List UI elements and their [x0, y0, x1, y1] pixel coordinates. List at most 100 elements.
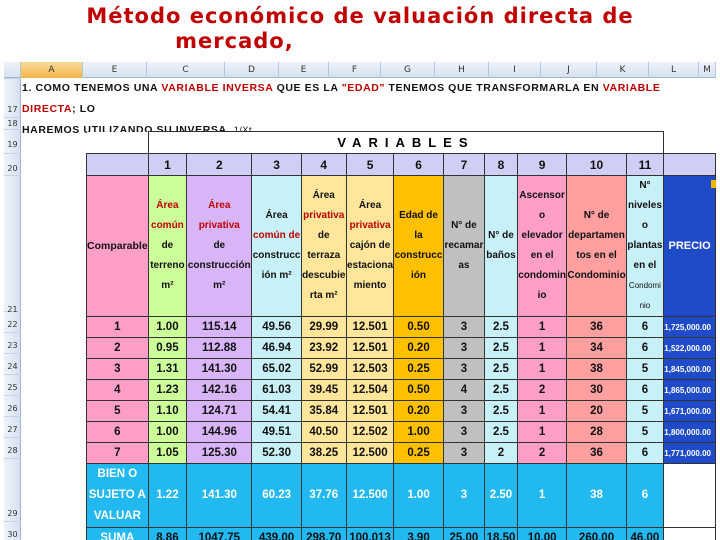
var-number[interactable]: 3 [251, 153, 302, 176]
var-number[interactable]: 6 [393, 153, 444, 176]
column-header[interactable]: I [489, 62, 541, 78]
cell-precio[interactable]: 1,845,000.00 [663, 358, 716, 380]
cell[interactable]: 49.56 [251, 316, 302, 338]
cell[interactable]: 3 [442, 442, 486, 464]
cell[interactable]: 54.41 [251, 400, 302, 422]
cell[interactable]: 2.5 [484, 358, 518, 380]
cell[interactable]: 1.22 [147, 463, 188, 528]
header-area-comun-construccion[interactable]: Área común de construcc ión m² [251, 175, 302, 317]
row-header[interactable]: 18 [4, 118, 21, 130]
variables-title[interactable]: VARIABLES [147, 131, 665, 154]
cell[interactable]: 1.31 [147, 358, 188, 380]
var-number[interactable]: 7 [442, 153, 486, 176]
row-header[interactable]: 30 [4, 522, 21, 540]
cell[interactable]: 18.50 [484, 527, 518, 540]
cell[interactable]: 1.23 [147, 379, 188, 401]
cell[interactable]: 141.30 [186, 463, 253, 528]
var-number[interactable]: 11 [625, 153, 665, 176]
cell[interactable]: 6 [625, 463, 665, 528]
cell[interactable]: 40.50 [300, 421, 347, 443]
cell[interactable]: 6 [625, 316, 665, 338]
cell[interactable]: 260.00 [566, 527, 627, 540]
row-header[interactable]: 26 [4, 396, 21, 417]
cell[interactable]: 12.501 [345, 400, 395, 422]
cell[interactable]: 12.504 [345, 379, 395, 401]
cell[interactable]: 8.86 [147, 527, 188, 540]
row-header[interactable]: 24 [4, 354, 21, 375]
cell[interactable]: 20 [566, 400, 627, 422]
cell[interactable]: 100.013 [345, 527, 395, 540]
cell-comparable[interactable]: 7 [86, 442, 149, 464]
cell[interactable]: 124.71 [186, 400, 253, 422]
cell[interactable]: 6 [625, 379, 665, 401]
cell-precio[interactable]: 1,865,000.00 [663, 379, 716, 401]
column-header[interactable]: D [225, 62, 279, 78]
column-header[interactable]: L [649, 62, 699, 78]
cell[interactable]: 52.99 [300, 358, 347, 380]
cell-precio[interactable]: 1,771,000.00 [663, 442, 716, 464]
cell[interactable]: 3 [442, 400, 486, 422]
cell[interactable]: 5 [625, 358, 665, 380]
cell[interactable]: 37.76 [300, 463, 347, 528]
cell[interactable]: 5 [625, 421, 665, 443]
cell[interactable]: 3 [442, 316, 486, 338]
column-header[interactable]: E [279, 62, 329, 78]
cell[interactable]: 1.10 [147, 400, 188, 422]
cell[interactable]: 142.16 [186, 379, 253, 401]
cell[interactable]: 1047.75 [186, 527, 253, 540]
cell[interactable]: 2.5 [484, 316, 518, 338]
header-departamentos[interactable]: N° de departamen tos en el Condominio [566, 175, 627, 317]
cell[interactable]: 3 [442, 358, 486, 380]
cell[interactable]: 2.5 [484, 379, 518, 401]
cell[interactable]: 1.05 [147, 442, 188, 464]
cell[interactable]: 3 [442, 337, 486, 359]
cell[interactable]: 2 [516, 442, 568, 464]
cell[interactable]: 2.50 [484, 463, 518, 528]
cell[interactable]: 0.25 [393, 358, 444, 380]
column-header[interactable]: E [83, 62, 147, 78]
cell[interactable]: 1 [516, 316, 568, 338]
row-header[interactable]: 28 [4, 438, 21, 459]
cell[interactable]: 65.02 [251, 358, 302, 380]
cell[interactable]: 12.500 [345, 463, 395, 528]
row-header[interactable]: 23 [4, 333, 21, 354]
cell[interactable]: 46.94 [251, 337, 302, 359]
var-number[interactable]: 2 [186, 153, 253, 176]
cell[interactable]: 1.00 [393, 421, 444, 443]
cell[interactable]: 1.00 [393, 463, 444, 528]
cell[interactable]: 1 [516, 358, 568, 380]
cell[interactable]: 10.00 [516, 527, 568, 540]
column-header[interactable]: H [435, 62, 489, 78]
cell-precio[interactable]: 1,671,000.00 [663, 400, 716, 422]
cell-comparable[interactable]: 6 [86, 421, 149, 443]
cell[interactable]: 25.00 [442, 527, 486, 540]
cell[interactable]: 12.500 [345, 442, 395, 464]
cell[interactable]: 60.23 [251, 463, 302, 528]
header-comparable[interactable]: Comparable [86, 175, 149, 317]
cell-comparable[interactable]: 3 [86, 358, 149, 380]
cell[interactable]: 46.00 [625, 527, 665, 540]
cell[interactable]: 3 [442, 463, 486, 528]
cell[interactable]: 298.70 [300, 527, 347, 540]
var-number[interactable]: 8 [484, 153, 518, 176]
row-header[interactable]: 25 [4, 375, 21, 396]
cell[interactable]: 1 [516, 463, 568, 528]
header-precio[interactable]: PRECIO [663, 175, 716, 317]
var-number[interactable]: 5 [345, 153, 395, 176]
header-niveles[interactable]: N° niveles o plantas en el Condomi nio [625, 175, 665, 317]
cell-precio[interactable]: 1,725,000.00 [663, 316, 716, 338]
cell[interactable]: 141.30 [186, 358, 253, 380]
row-header[interactable]: 20 [4, 154, 21, 176]
cell[interactable]: 439.00 [251, 527, 302, 540]
cell[interactable]: 0.95 [147, 337, 188, 359]
cell[interactable]: 12.501 [345, 316, 395, 338]
cell[interactable]: 4 [442, 379, 486, 401]
cell[interactable]: 29.99 [300, 316, 347, 338]
cell[interactable]: 38.25 [300, 442, 347, 464]
cell[interactable]: 144.96 [186, 421, 253, 443]
cell[interactable]: 1.00 [147, 421, 188, 443]
cell[interactable]: 12.501 [345, 337, 395, 359]
header-recamaras[interactable]: N° de recamar as [442, 175, 486, 317]
cell[interactable]: 2 [516, 379, 568, 401]
cell-precio[interactable]: 1,800,000.00 [663, 421, 716, 443]
